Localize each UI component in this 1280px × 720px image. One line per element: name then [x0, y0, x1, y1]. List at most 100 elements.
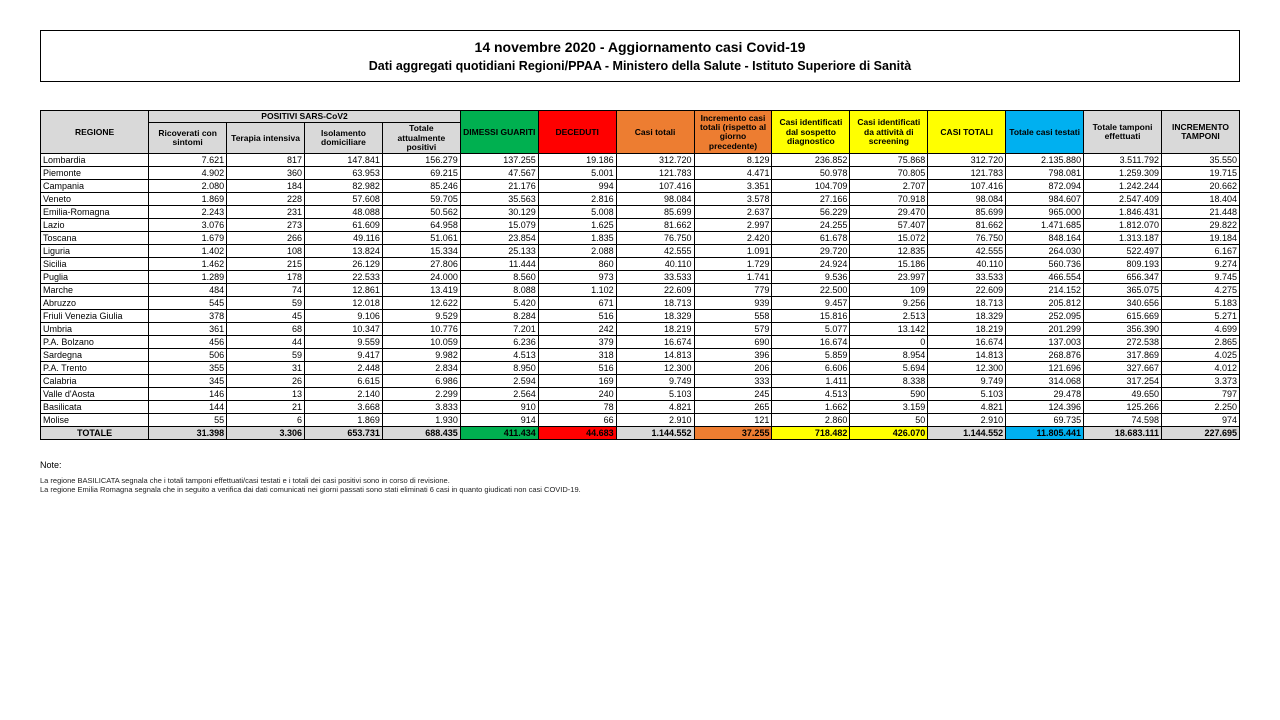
cell-value: 506 — [149, 349, 227, 362]
cell-value: 18.219 — [616, 323, 694, 336]
col-header-sosp: Casi identificati dal sospetto diagnosti… — [772, 111, 850, 154]
cell-value: 860 — [538, 258, 616, 271]
cell-value: 1.462 — [149, 258, 227, 271]
cell-value: 2.088 — [538, 245, 616, 258]
cell-value: 144 — [149, 401, 227, 414]
col-header-ric: Ricoverati con sintomi — [149, 123, 227, 154]
cell-value: 13 — [227, 388, 305, 401]
cell-value: 6.167 — [1161, 245, 1239, 258]
cell-value: 9.106 — [305, 310, 383, 323]
cell-value: 24.924 — [772, 258, 850, 271]
cell-total-value: 44.683 — [538, 427, 616, 440]
cell-value: 78 — [538, 401, 616, 414]
cell-value: 8.338 — [850, 375, 928, 388]
col-header-incr_tamp: INCREMENTO TAMPONI — [1161, 111, 1239, 154]
cell-value: 317.869 — [1084, 349, 1162, 362]
cell-value: 33.533 — [928, 271, 1006, 284]
cell-value: 19.186 — [538, 154, 616, 167]
notes-line: La regione BASILICATA segnala che i tota… — [40, 476, 1240, 485]
cell-total-value: 426.070 — [850, 427, 928, 440]
cell-value: 31 — [227, 362, 305, 375]
cell-value: 2.135.880 — [1006, 154, 1084, 167]
table-row: Basilicata144213.6683.833910784.8212651.… — [41, 401, 1240, 414]
cell-value: 268.876 — [1006, 349, 1084, 362]
cell-value: 25.133 — [460, 245, 538, 258]
title-main: 14 novembre 2020 - Aggiornamento casi Co… — [51, 39, 1229, 55]
cell-value: 16.674 — [772, 336, 850, 349]
cell-value: 1.662 — [772, 401, 850, 414]
cell-value: 4.471 — [694, 167, 772, 180]
cell-value: 8.284 — [460, 310, 538, 323]
cell-value: 273 — [227, 219, 305, 232]
cell-value: 4.821 — [616, 401, 694, 414]
cell-value: 45 — [227, 310, 305, 323]
cell-total-label: TOTALE — [41, 427, 149, 440]
cell-value: 12.622 — [382, 297, 460, 310]
cell-value: 9.749 — [616, 375, 694, 388]
cell-value: 98.084 — [928, 193, 1006, 206]
notes-section: Note: La regione BASILICATA segnala che … — [40, 460, 1240, 494]
cell-value: 74 — [227, 284, 305, 297]
cell-total-value: 11.805.441 — [1006, 427, 1084, 440]
cell-value: 125.266 — [1084, 401, 1162, 414]
cell-total-value: 688.435 — [382, 427, 460, 440]
cell-value: 40.110 — [616, 258, 694, 271]
cell-value: 356.390 — [1084, 323, 1162, 336]
cell-value: 1.729 — [694, 258, 772, 271]
table-row: P.A. Bolzano456449.55910.0596.23637916.6… — [41, 336, 1240, 349]
cell-value: 312.720 — [616, 154, 694, 167]
cell-value: 19.715 — [1161, 167, 1239, 180]
cell-value: 361 — [149, 323, 227, 336]
cell-value: 201.299 — [1006, 323, 1084, 336]
cell-value: 3.076 — [149, 219, 227, 232]
cell-value: 59.705 — [382, 193, 460, 206]
cell-value: 615.669 — [1084, 310, 1162, 323]
cell-value: 121 — [694, 414, 772, 427]
cell-value: 5.183 — [1161, 297, 1239, 310]
cell-value: 939 — [694, 297, 772, 310]
covid-table: REGIONEPOSITIVI SARS-CoV2DIMESSI GUARITI… — [40, 110, 1240, 440]
cell-value: 12.861 — [305, 284, 383, 297]
cell-value: 516 — [538, 362, 616, 375]
cell-regione: Campania — [41, 180, 149, 193]
cell-value: 15.186 — [850, 258, 928, 271]
cell-value: 965.000 — [1006, 206, 1084, 219]
cell-value: 69.215 — [382, 167, 460, 180]
cell-value: 1.835 — [538, 232, 616, 245]
cell-value: 1.289 — [149, 271, 227, 284]
cell-value: 2.420 — [694, 232, 772, 245]
cell-value: 242 — [538, 323, 616, 336]
cell-value: 2.594 — [460, 375, 538, 388]
cell-value: 4.513 — [460, 349, 538, 362]
cell-value: 59 — [227, 349, 305, 362]
table-row: Valle d'Aosta146132.1402.2992.5642405.10… — [41, 388, 1240, 401]
cell-value: 396 — [694, 349, 772, 362]
table-row-total: TOTALE31.3983.306653.731688.435411.43444… — [41, 427, 1240, 440]
cell-value: 156.279 — [382, 154, 460, 167]
cell-value: 12.300 — [616, 362, 694, 375]
cell-value: 6.615 — [305, 375, 383, 388]
cell-value: 137.003 — [1006, 336, 1084, 349]
cell-value: 671 — [538, 297, 616, 310]
cell-value: 1.869 — [305, 414, 383, 427]
cell-value: 9.745 — [1161, 271, 1239, 284]
title-sub: Dati aggregati quotidiani Regioni/PPAA -… — [51, 59, 1229, 73]
cell-value: 228 — [227, 193, 305, 206]
cell-value: 245 — [694, 388, 772, 401]
table-row: Lazio3.07627361.60964.95815.0791.62581.6… — [41, 219, 1240, 232]
cell-regione: Basilicata — [41, 401, 149, 414]
cell-value: 147.841 — [305, 154, 383, 167]
table-row: Emilia-Romagna2.24323148.08850.56230.129… — [41, 206, 1240, 219]
cell-total-value: 1.144.552 — [928, 427, 1006, 440]
cell-value: 2.547.409 — [1084, 193, 1162, 206]
cell-value: 29.720 — [772, 245, 850, 258]
cell-value: 1.625 — [538, 219, 616, 232]
cell-value: 21 — [227, 401, 305, 414]
cell-value: 50 — [850, 414, 928, 427]
cell-regione: Umbria — [41, 323, 149, 336]
table-row: Puglia1.28917822.53324.0008.56097333.533… — [41, 271, 1240, 284]
cell-total-value: 227.695 — [1161, 427, 1239, 440]
cell-value: 29.822 — [1161, 219, 1239, 232]
cell-value: 327.667 — [1084, 362, 1162, 375]
table-row: Umbria3616810.34710.7767.20124218.219579… — [41, 323, 1240, 336]
